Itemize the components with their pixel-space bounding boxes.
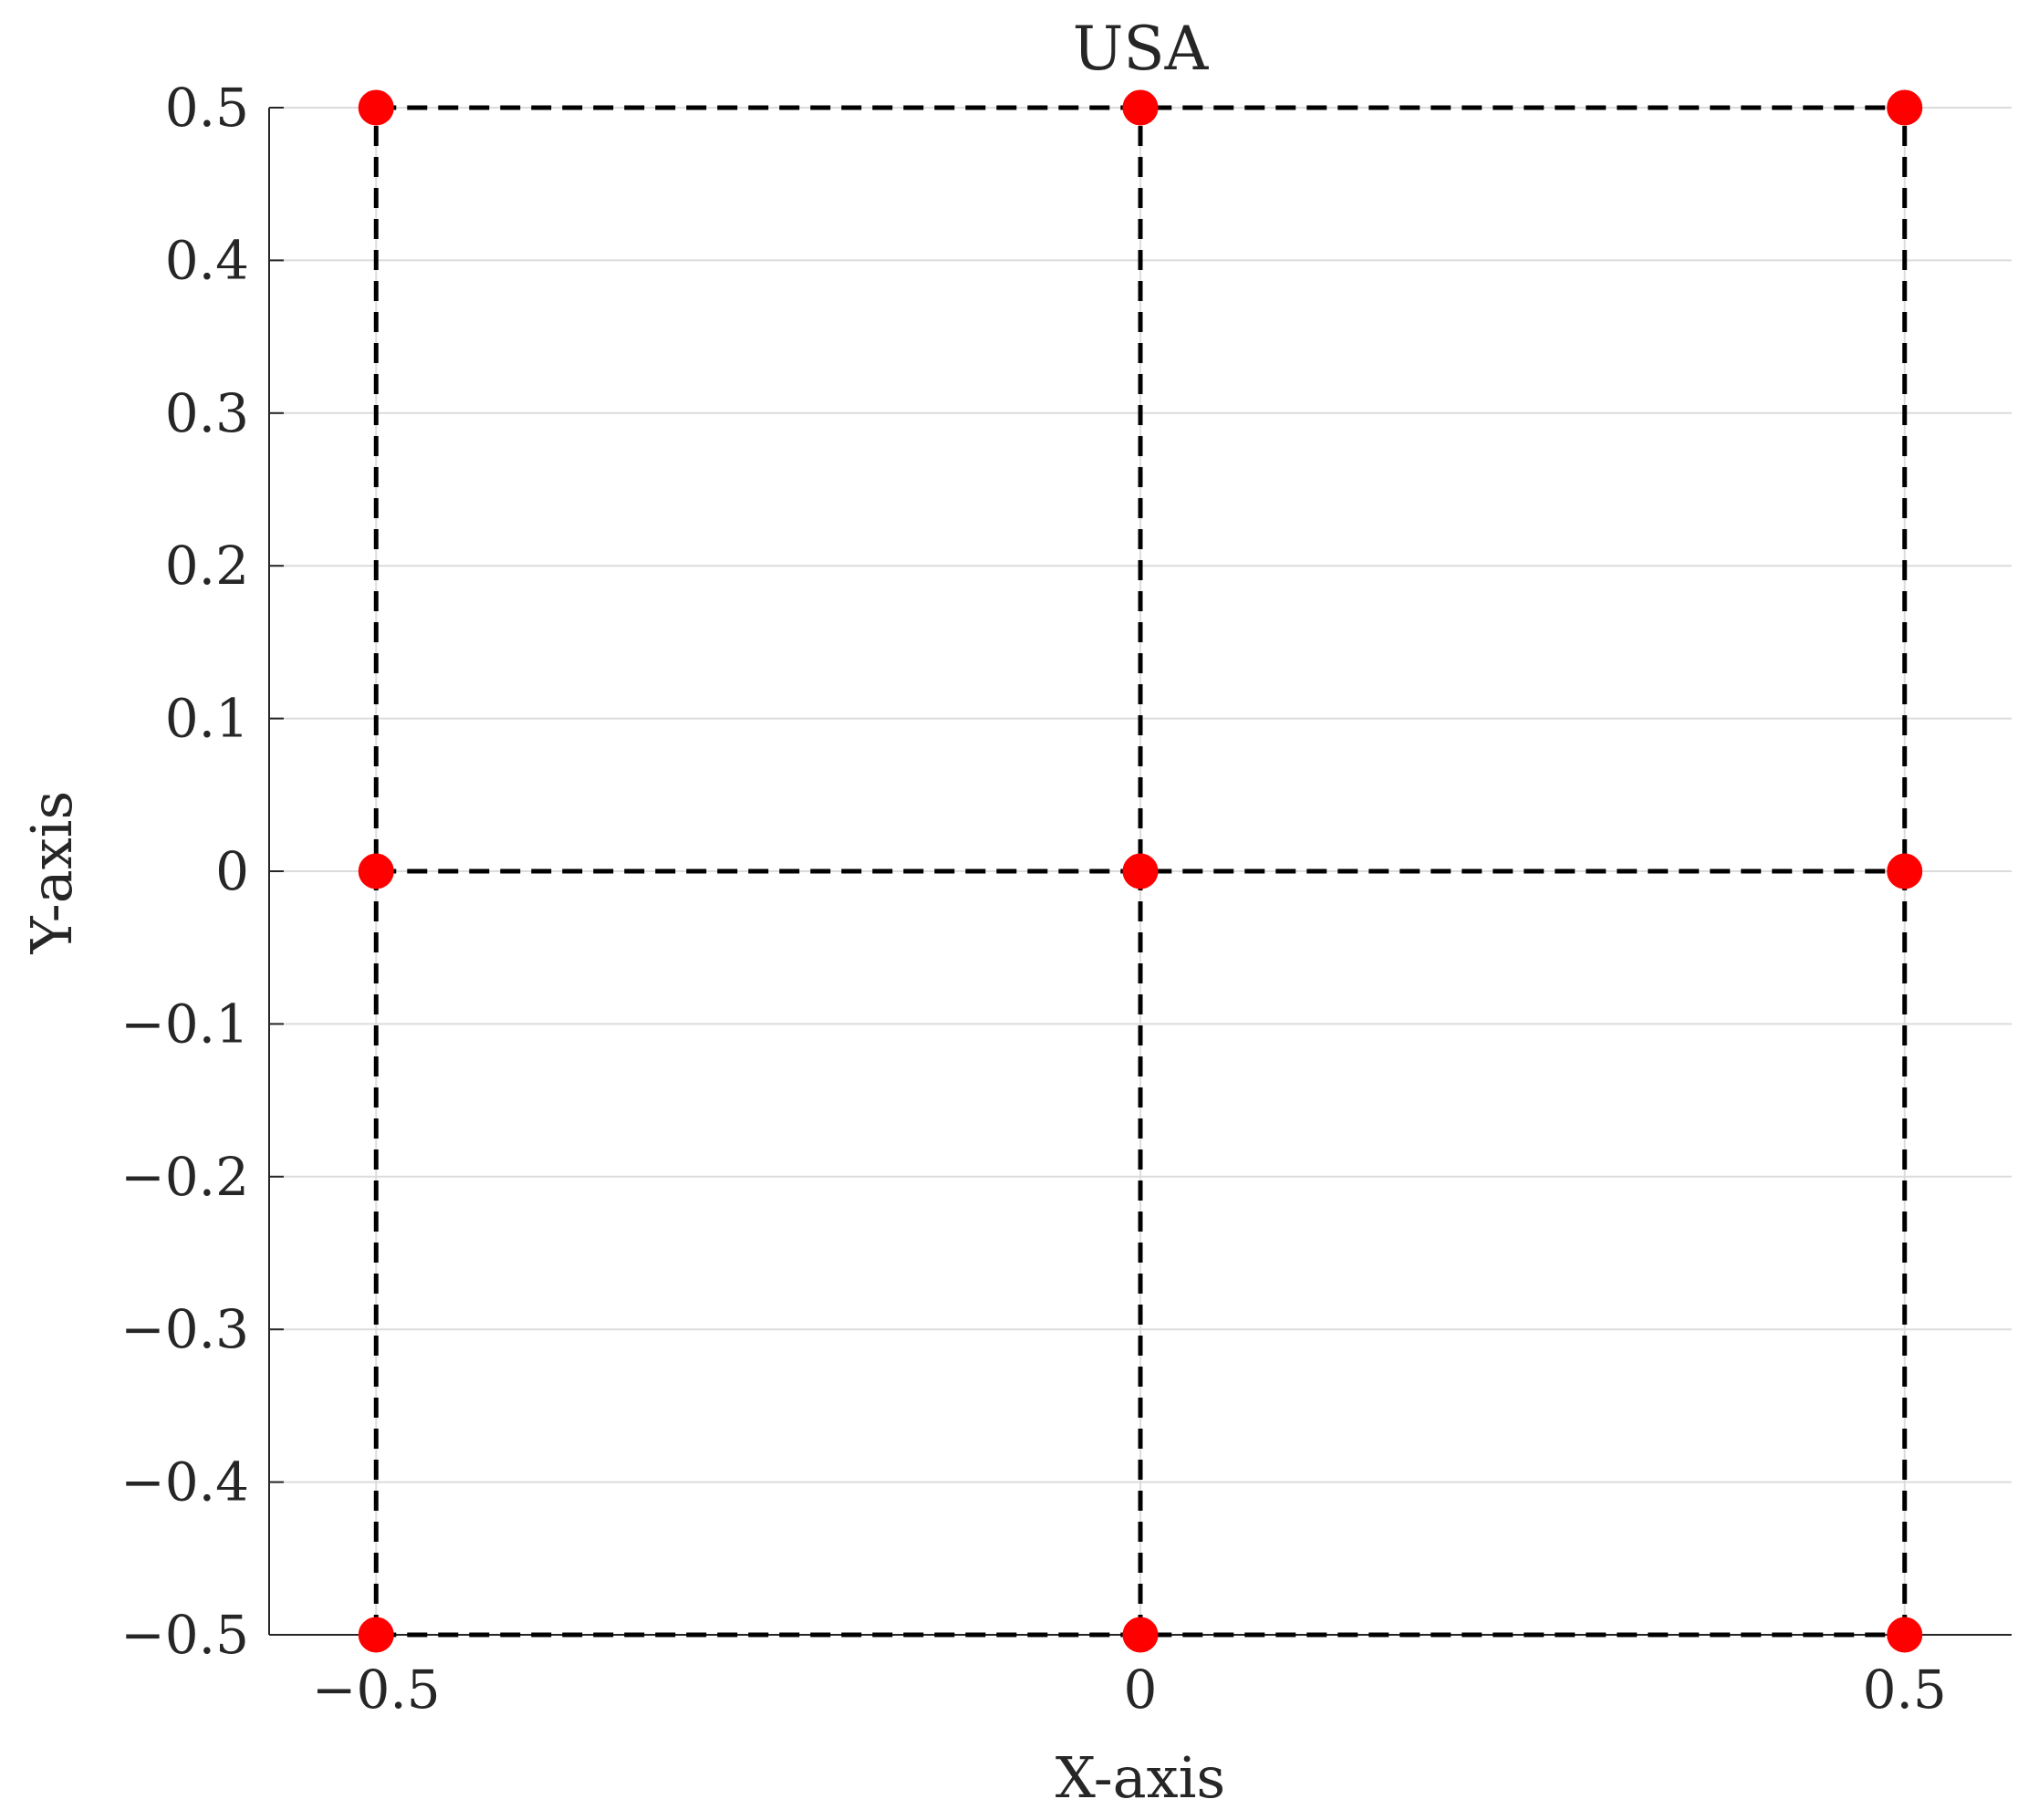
y-tick-label: 0.1 [165, 688, 249, 750]
x-axis-label: X-axis [1056, 1744, 1225, 1811]
y-tick-label: 0.5 [165, 77, 249, 139]
y-tick-label: 0.4 [165, 229, 249, 291]
data-point [1122, 1617, 1159, 1653]
chart-title: USA [1073, 14, 1210, 84]
y-tick-label: −0.5 [120, 1604, 249, 1666]
y-tick-label: −0.4 [120, 1451, 249, 1513]
data-point [358, 89, 394, 126]
tick-labels: −0.5 −0.4 −0.3 −0.2 −0.1 0 0.1 0.2 0.3 0.4 0.5 −0.5… [120, 77, 1947, 1721]
data-point [1887, 89, 1923, 126]
x-tick-label: −0.5 [312, 1659, 441, 1721]
y-tick-label: 0.3 [165, 382, 249, 444]
data-point [1122, 89, 1159, 126]
data-point [1887, 853, 1923, 889]
data-points [358, 89, 1923, 1653]
data-point [358, 1617, 394, 1653]
y-tick-label: −0.3 [120, 1298, 249, 1360]
data-point [1887, 1617, 1923, 1653]
y-tick-label: −0.2 [120, 1146, 249, 1208]
x-tick-label: 0 [1124, 1659, 1158, 1721]
y-tick-label: 0.2 [165, 535, 249, 597]
x-tick-label: 0.5 [1863, 1659, 1947, 1721]
data-point [358, 853, 394, 889]
y-tick-label: 0 [215, 840, 249, 902]
data-point [1122, 853, 1159, 889]
y-axis-label: Y-axis [18, 791, 85, 955]
y-tick-label: −0.1 [120, 993, 249, 1055]
